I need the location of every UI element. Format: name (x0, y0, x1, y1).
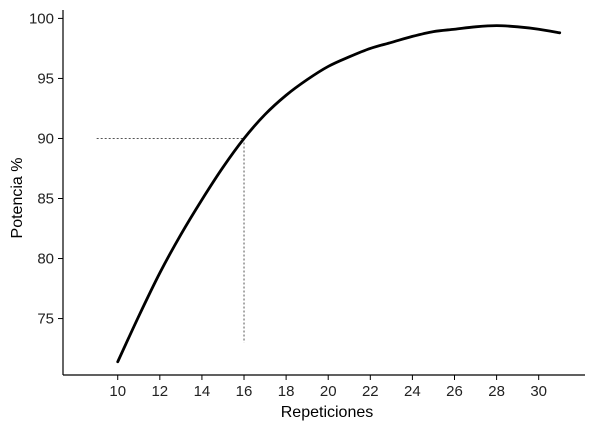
axes (62, 10, 585, 376)
x-tick-label: 14 (194, 383, 211, 400)
y-tick-label: 100 (29, 10, 54, 27)
x-axis-title: Repeticiones (281, 404, 374, 421)
x-tick-label: 20 (320, 383, 337, 400)
x-tick-label: 10 (109, 383, 126, 400)
x-tick-label: 26 (446, 383, 463, 400)
x-tick-label: 28 (488, 383, 505, 400)
reference-lines (96, 137, 245, 343)
x-tick-label: 30 (530, 383, 547, 400)
ticks: 10 12 14 16 18 20 22 24 26 28 30 75 80 85 90 95 100 (29, 10, 547, 400)
x-tick-label: 22 (362, 383, 379, 400)
series-line (116, 24, 562, 364)
y-tick-label: 80 (37, 251, 54, 268)
y-axis-title: Potencia % (9, 158, 26, 239)
x-tick-label: 24 (404, 383, 421, 400)
x-tick-label: 16 (236, 383, 253, 400)
y-tick-label: 85 (37, 191, 54, 208)
x-tick-label: 18 (278, 383, 295, 400)
plot-area (116, 24, 562, 364)
y-tick-label: 95 (37, 70, 54, 87)
y-tick-label: 75 (37, 311, 54, 328)
x-tick-label: 12 (151, 383, 168, 400)
y-tick-label: 90 (37, 130, 54, 147)
